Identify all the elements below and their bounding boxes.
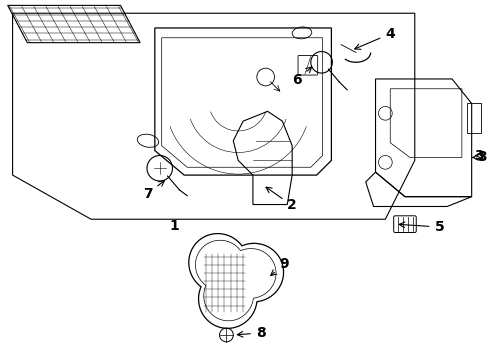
Text: 8: 8 xyxy=(237,326,266,340)
Text: 1: 1 xyxy=(170,219,179,233)
Text: 4: 4 xyxy=(355,27,395,49)
Text: 3: 3 xyxy=(478,150,487,165)
Text: 2: 2 xyxy=(266,187,297,212)
Text: 7: 7 xyxy=(143,181,165,201)
Text: 9: 9 xyxy=(270,257,289,275)
Text: 6: 6 xyxy=(293,67,312,87)
Text: 3: 3 xyxy=(474,149,483,163)
Text: 5: 5 xyxy=(399,220,444,234)
